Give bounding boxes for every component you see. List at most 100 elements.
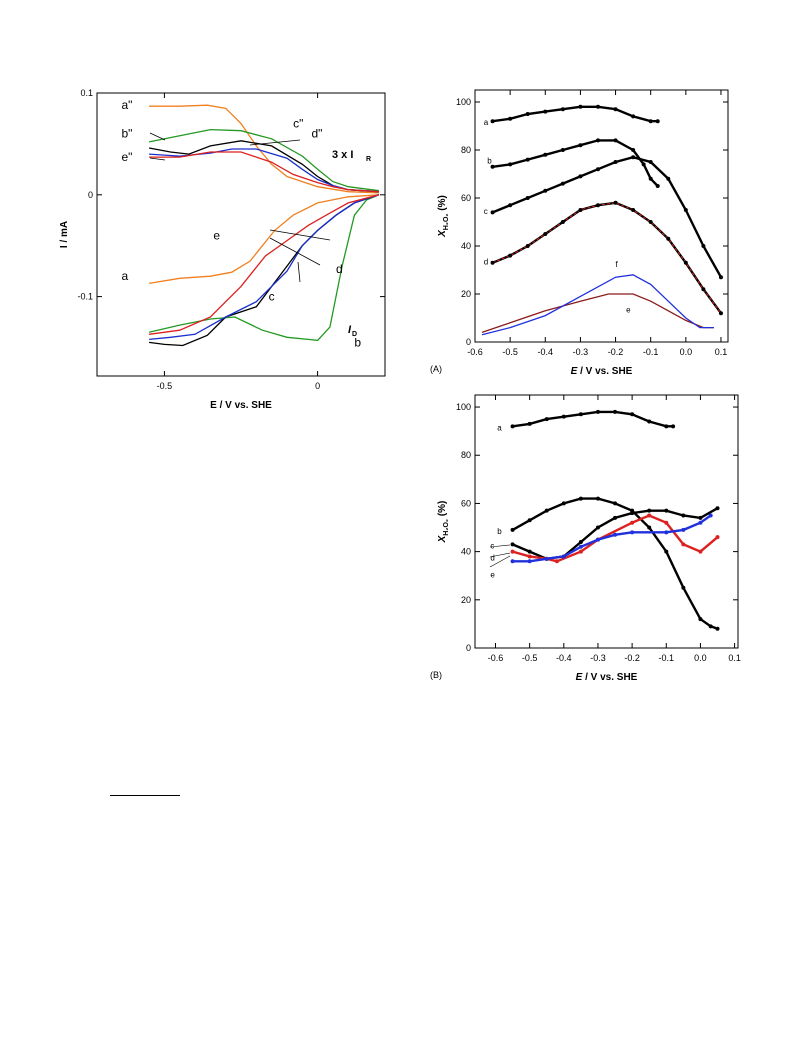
data-point (595, 409, 600, 414)
data-point (578, 544, 583, 549)
data-point (544, 556, 549, 561)
data-point (561, 501, 566, 506)
data-point (490, 164, 495, 169)
data-point (527, 554, 532, 559)
y-tick-label: 0.1 (80, 88, 93, 98)
data-point (683, 260, 688, 265)
series-line-e (481, 293, 714, 334)
y-tick-label: 40 (461, 241, 471, 251)
data-point (543, 152, 548, 157)
series-line-epp (149, 151, 379, 193)
data-point (543, 109, 548, 114)
data-point (595, 496, 600, 501)
curve-label: b" (122, 127, 133, 141)
data-point (560, 220, 565, 224)
data-point (631, 114, 636, 119)
data-point (681, 542, 686, 547)
data-point (613, 515, 618, 520)
data-point (595, 203, 600, 208)
annotation-arrow (149, 157, 166, 161)
data-point (648, 176, 653, 181)
data-point (561, 554, 566, 559)
curve-label: a (497, 423, 502, 432)
data-point (525, 196, 530, 200)
data-point (630, 520, 635, 525)
disk-current-label: I (348, 324, 352, 336)
data-point (631, 155, 636, 160)
y-tick-label: 0 (466, 643, 471, 653)
x-axis-label: E / V vs. SHE (576, 672, 638, 683)
y-axis-label: XH₂O₂ (%) (437, 501, 450, 544)
x-axis-label: E / V vs. SHE (210, 400, 272, 411)
series-line-c (149, 194, 380, 347)
series-line-b (148, 194, 380, 342)
series-overlay-d (492, 202, 722, 314)
plot-frame (474, 394, 739, 649)
curve-label: e (490, 570, 495, 579)
data-point (595, 167, 600, 172)
series-line-bpp (148, 128, 379, 192)
data-point (698, 520, 703, 525)
data-point (708, 513, 713, 518)
footnote-rule (110, 795, 180, 796)
x-tick-label: 0.0 (680, 347, 693, 357)
data-point (681, 527, 686, 532)
x-tick-label: -0.5 (522, 653, 538, 663)
data-point (701, 287, 706, 292)
data-point (508, 253, 513, 258)
data-point (613, 409, 618, 414)
data-point (560, 148, 565, 152)
series-line-a (148, 194, 379, 285)
y-tick-label: 20 (461, 595, 471, 605)
data-point (510, 424, 515, 429)
data-point (527, 549, 532, 554)
y-tick-label: 0 (466, 337, 471, 347)
data-point (560, 107, 565, 112)
data-point (578, 174, 583, 179)
data-point (681, 585, 686, 590)
series-line-e (512, 514, 712, 563)
data-point (578, 143, 583, 148)
chart-b-group: -0.6 -0.5 -0.4 -0.3 -0.2 -0.1 0.0 0.1 0 20 40 60 80 1… (430, 394, 741, 683)
data-point (630, 530, 635, 535)
data-point (698, 617, 703, 622)
data-point (613, 160, 618, 164)
ring-current-label: 3 x I (332, 149, 353, 161)
data-point (544, 417, 549, 422)
data-point (655, 119, 660, 124)
data-point (560, 181, 565, 186)
data-point (525, 244, 530, 248)
x-tick-label: -0.4 (556, 653, 572, 663)
y-tick-label: -0.1 (77, 292, 93, 302)
data-point (664, 508, 669, 513)
series-line-f (481, 274, 714, 336)
y-axis-label: I / mA (59, 221, 70, 248)
data-point (715, 535, 720, 540)
x-axis-label: E / V vs. SHE (571, 366, 633, 377)
data-point (613, 200, 618, 205)
annotation-arrow (489, 555, 511, 568)
y-tick-label: 0 (88, 190, 93, 200)
y-tick-label: 80 (461, 450, 471, 460)
curve-label: e" (122, 150, 133, 164)
x-tick-label: 0 (315, 381, 320, 391)
curve-label: c (269, 290, 275, 304)
data-point (508, 162, 513, 167)
y-tick-label: 60 (461, 498, 471, 508)
data-point (708, 624, 713, 629)
curve-label: b (354, 335, 361, 349)
x-tick-label: -0.6 (488, 653, 504, 663)
data-point (508, 203, 513, 208)
disk-current-sub: D (352, 331, 357, 338)
curve-label: e (626, 305, 631, 314)
left-chart-group: -0.5 0 0.1 0 -0.1 E / V vs. SHE I / mA a" b" e" c"… (59, 88, 386, 411)
data-point (648, 119, 653, 124)
x-tick-label: -0.5 (157, 381, 173, 391)
data-point (641, 162, 646, 167)
x-tick-label: -0.3 (573, 347, 589, 357)
data-point (664, 530, 669, 535)
data-point (527, 518, 532, 523)
y-axis-label: XH₂O₂ (%) (437, 195, 450, 238)
data-point (681, 513, 686, 518)
data-point (613, 532, 618, 537)
